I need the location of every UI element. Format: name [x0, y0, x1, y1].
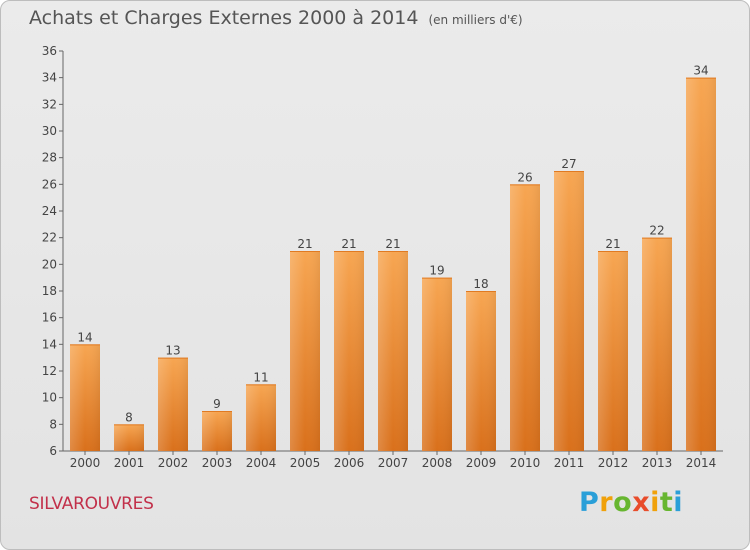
- y-tick-label: 14: [42, 337, 57, 351]
- data-label: 21: [385, 237, 400, 251]
- y-tick-label: 32: [42, 97, 57, 111]
- y-tick-label: 12: [42, 364, 57, 378]
- bar-shade: [466, 291, 496, 451]
- y-tick-label: 10: [42, 391, 57, 405]
- x-tick-label: 2008: [422, 456, 453, 470]
- x-tick-label: 2002: [158, 456, 189, 470]
- bar-shade: [598, 251, 628, 451]
- proxiti-logo: Proxiti: [579, 487, 684, 518]
- chart-title: Achats et Charges Externes 2000 à 2014 (e…: [29, 7, 523, 29]
- data-label: 11: [253, 370, 268, 384]
- x-tick-label: 2012: [598, 456, 629, 470]
- data-label: 14: [77, 330, 92, 344]
- bar-shade: [422, 277, 452, 451]
- data-label: 26: [517, 170, 532, 184]
- chart-title-text: Achats et Charges Externes 2000 à 2014: [29, 7, 419, 29]
- x-tick-label: 2014: [686, 456, 717, 470]
- bar-shade: [70, 344, 100, 451]
- chart-labels: 14 2000 8 2001 13 2002 9 2003 11 2004 21 2005 21 2006…: [70, 64, 717, 470]
- x-tick-label: 2001: [114, 456, 145, 470]
- y-tick-label: 22: [42, 231, 57, 245]
- bar-shade: [334, 251, 364, 451]
- bar-shade: [642, 237, 672, 451]
- place-name: SILVAROUVRES: [29, 494, 154, 514]
- y-tick-label: 34: [42, 71, 57, 85]
- data-label: 21: [341, 237, 356, 251]
- y-tick-label: 24: [42, 204, 57, 218]
- data-label: 13: [165, 344, 180, 358]
- x-tick-label: 2006: [334, 456, 365, 470]
- y-tick-label: 6: [49, 444, 57, 458]
- data-label: 21: [605, 237, 620, 251]
- data-label: 27: [561, 157, 576, 171]
- x-tick-label: 2013: [642, 456, 673, 470]
- y-tick-label: 8: [49, 417, 57, 431]
- bar-shade: [510, 184, 540, 452]
- data-label: 34: [693, 64, 708, 78]
- y-tick-label: 28: [42, 151, 57, 165]
- bar-shade: [202, 411, 232, 451]
- x-tick-label: 2011: [554, 456, 585, 470]
- data-label: 8: [125, 410, 133, 424]
- data-label: 22: [649, 224, 664, 238]
- data-label: 9: [213, 397, 221, 411]
- bar-shade: [246, 384, 276, 451]
- x-tick-label: 2003: [202, 456, 233, 470]
- bar-shade: [158, 357, 188, 451]
- bar-shade: [114, 424, 144, 451]
- x-tick-label: 2004: [246, 456, 277, 470]
- bar-shade: [686, 77, 716, 452]
- x-tick-label: 2005: [290, 456, 321, 470]
- y-tick-label: 20: [42, 257, 57, 271]
- x-tick-label: 2007: [378, 456, 409, 470]
- y-tick-label: 36: [42, 44, 57, 58]
- y-tick-label: 30: [42, 124, 57, 138]
- chart-subtitle: (en milliers d'€): [428, 13, 523, 27]
- bar-shade: [290, 251, 320, 451]
- data-label: 21: [297, 237, 312, 251]
- y-tick-label: 16: [42, 311, 57, 325]
- data-label: 19: [429, 264, 444, 278]
- x-tick-label: 2010: [510, 456, 541, 470]
- x-tick-label: 2000: [70, 456, 101, 470]
- bar-shade: [554, 171, 584, 451]
- y-tick-label: 18: [42, 284, 57, 298]
- y-tick-label: 26: [42, 177, 57, 191]
- chart-bars: [70, 77, 716, 452]
- x-tick-label: 2009: [466, 456, 497, 470]
- bar-shade: [378, 251, 408, 451]
- data-label: 18: [473, 277, 488, 291]
